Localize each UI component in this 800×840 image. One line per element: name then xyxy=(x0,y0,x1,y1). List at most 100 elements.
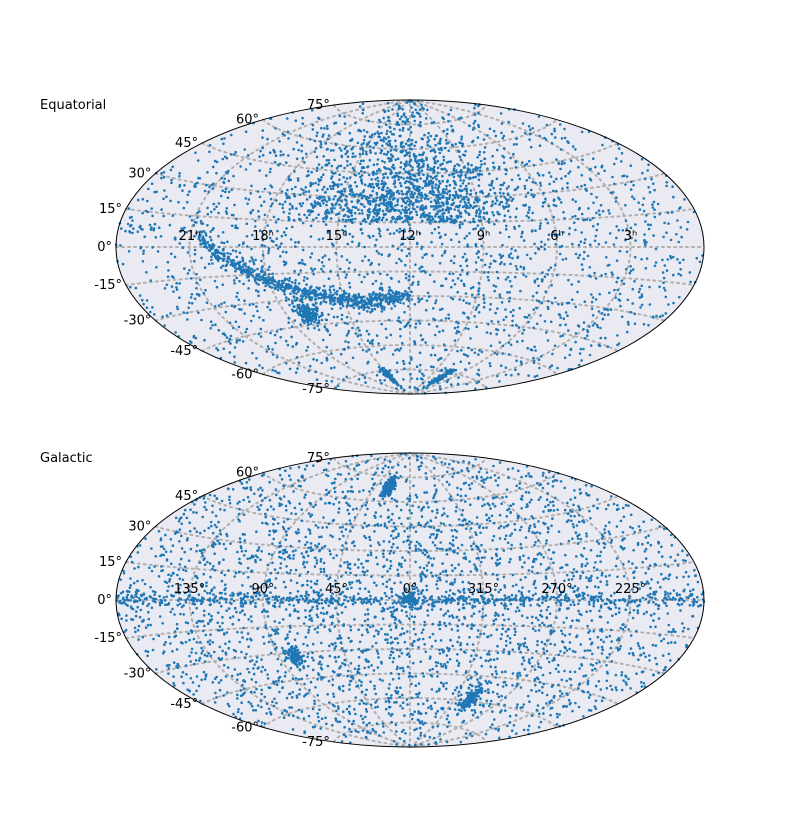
data-point xyxy=(359,296,362,299)
data-point xyxy=(149,585,152,589)
data-point xyxy=(410,356,413,359)
data-point xyxy=(672,255,675,259)
data-point xyxy=(463,165,466,168)
data-point xyxy=(381,575,384,578)
data-point xyxy=(367,173,371,177)
data-point xyxy=(443,249,447,253)
data-point xyxy=(172,276,175,279)
data-point xyxy=(450,124,453,128)
data-point xyxy=(160,208,163,211)
data-point xyxy=(507,235,511,239)
data-point xyxy=(503,214,507,217)
data-point xyxy=(312,218,315,221)
data-point xyxy=(458,204,462,207)
data-point xyxy=(469,192,473,196)
data-point xyxy=(496,374,499,378)
data-point xyxy=(526,346,529,350)
data-point xyxy=(280,190,284,193)
data-point xyxy=(334,195,337,198)
data-point xyxy=(360,174,364,177)
data-point xyxy=(356,334,360,338)
data-point xyxy=(493,222,496,226)
data-point xyxy=(392,302,395,305)
data-point xyxy=(377,179,380,183)
data-point xyxy=(357,244,361,247)
data-point xyxy=(504,315,508,319)
data-point xyxy=(561,187,564,190)
data-point xyxy=(275,237,279,240)
data-point xyxy=(328,288,332,292)
data-point xyxy=(379,138,383,142)
data-point xyxy=(688,271,692,274)
data-point xyxy=(203,563,207,566)
data-point xyxy=(601,317,605,321)
data-point xyxy=(363,218,366,222)
data-point xyxy=(465,234,469,238)
data-point xyxy=(282,290,286,293)
data-point xyxy=(343,187,346,191)
data-point xyxy=(310,170,314,174)
data-point xyxy=(387,109,390,113)
data-point xyxy=(380,348,383,351)
data-point xyxy=(675,576,679,579)
data-point xyxy=(188,190,191,193)
data-point xyxy=(213,159,217,163)
data-point xyxy=(380,202,383,205)
data-point xyxy=(390,518,393,522)
data-point xyxy=(667,623,671,627)
data-point xyxy=(300,187,303,191)
data-point xyxy=(613,182,616,186)
data-point xyxy=(445,132,449,136)
data-point xyxy=(485,212,489,215)
data-point xyxy=(457,209,460,212)
data-point xyxy=(406,117,410,121)
data-point xyxy=(418,267,421,270)
data-point xyxy=(182,311,185,314)
data-point xyxy=(242,241,245,244)
data-point xyxy=(430,365,433,369)
data-point xyxy=(271,202,274,205)
data-point xyxy=(661,258,664,262)
data-point xyxy=(211,242,215,246)
data-point xyxy=(372,208,376,211)
data-point xyxy=(603,308,606,311)
data-point xyxy=(545,331,548,334)
data-point xyxy=(141,298,144,302)
data-point xyxy=(385,132,389,136)
data-point xyxy=(643,233,646,236)
data-point xyxy=(250,678,254,681)
data-point xyxy=(124,229,127,233)
data-point xyxy=(424,117,428,120)
data-point xyxy=(599,580,602,583)
data-point xyxy=(366,272,369,276)
data-point xyxy=(600,312,604,315)
data-point xyxy=(303,305,307,308)
data-point xyxy=(438,357,442,360)
data-point xyxy=(491,154,494,158)
data-point xyxy=(295,292,298,296)
data-point xyxy=(204,232,207,235)
data-point xyxy=(414,675,418,678)
data-point xyxy=(477,368,481,372)
data-point xyxy=(511,319,514,323)
data-point xyxy=(323,196,326,199)
data-point xyxy=(488,172,491,176)
data-point xyxy=(630,236,633,240)
data-point xyxy=(334,251,338,255)
data-point xyxy=(166,275,170,279)
data-point xyxy=(589,167,592,171)
data-point xyxy=(186,318,189,321)
data-point xyxy=(642,197,646,200)
data-point xyxy=(672,195,675,199)
data-point xyxy=(420,265,424,269)
data-point xyxy=(348,192,352,196)
data-point xyxy=(633,322,637,326)
data-point xyxy=(370,133,374,136)
data-point xyxy=(395,370,399,374)
data-point xyxy=(162,175,166,179)
data-point xyxy=(465,264,469,268)
data-point xyxy=(383,161,387,164)
data-point xyxy=(447,119,450,123)
data-point xyxy=(427,184,430,187)
data-point xyxy=(269,308,272,312)
